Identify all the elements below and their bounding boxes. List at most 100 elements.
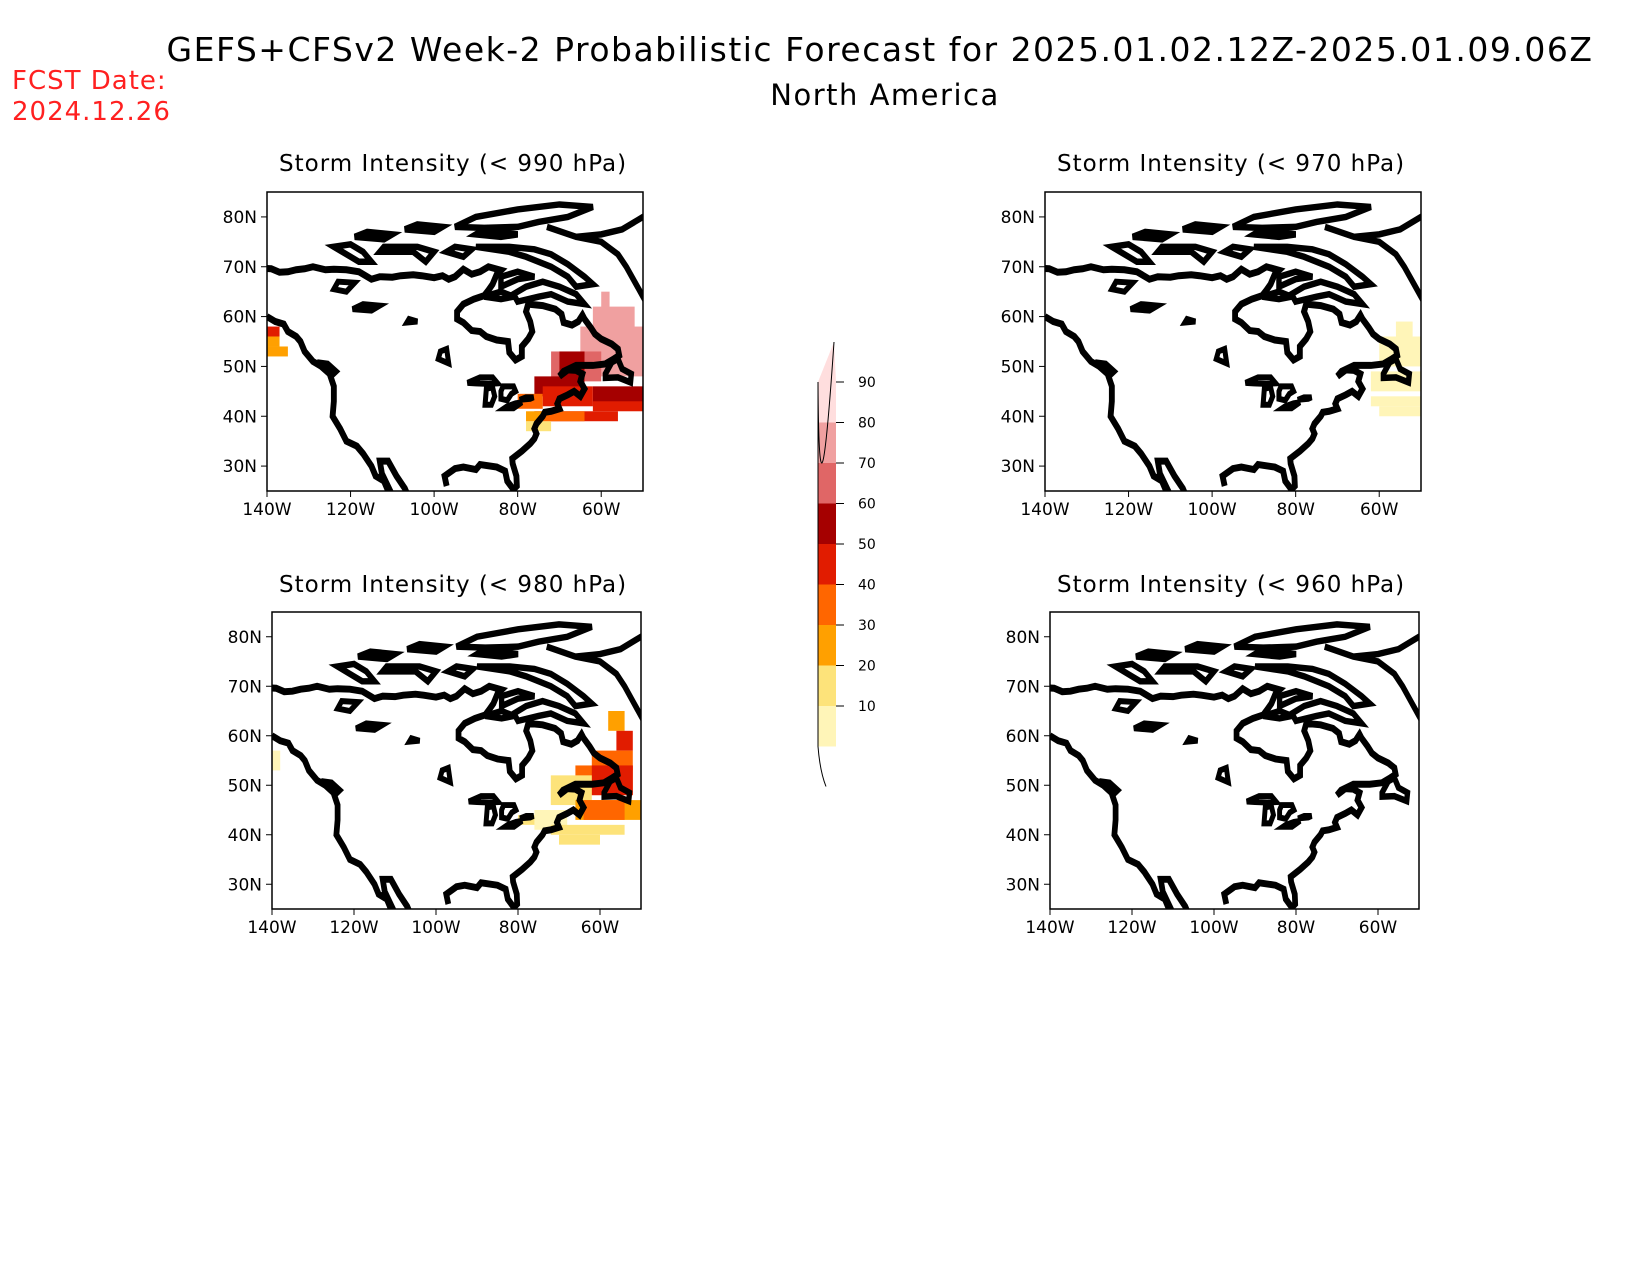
map-panel-p960: 80N 70N 60N 50N 40N 30N 140W 120W 100W 80W 60W <box>1006 611 1542 953</box>
colorbar-bottom-tip <box>817 746 827 787</box>
colorbar-segment <box>818 544 836 585</box>
colorbar-label: 30 <box>858 618 876 634</box>
lat-tick-label: 60N <box>228 727 262 747</box>
lon-tick-label: 60W <box>1360 500 1399 520</box>
prob-cell <box>601 291 610 312</box>
lon-tick-label: 120W <box>1107 918 1156 938</box>
lon-tick-label: 120W <box>329 918 378 938</box>
lat-tick-label: 80N <box>223 208 257 228</box>
lat-tick-label: 70N <box>1006 677 1040 697</box>
lon-tick-label: 80W <box>1276 500 1315 520</box>
prob-cell <box>1379 406 1421 417</box>
map-panel-p980: 80N 70N 60N 50N 40N 30N 140W 120W 100W 80W 60W <box>228 611 764 953</box>
lat-tick-label: 50N <box>228 776 262 796</box>
lon-tick-label: 140W <box>242 500 291 520</box>
prob-cell <box>526 411 543 422</box>
prob-cell <box>272 750 281 771</box>
colorbar-segment <box>818 463 836 504</box>
lon-tick-label: 60W <box>1359 918 1398 938</box>
fcst-date-label: FCST Date: <box>12 66 167 96</box>
lat-tick-label: 70N <box>1001 258 1035 278</box>
lon-tick-label: 140W <box>247 918 296 938</box>
figure-title: GEFS+CFSv2 Week-2 Probabilistic Forecast… <box>166 30 1594 69</box>
prob-cell <box>267 326 280 337</box>
colorbar-label: 90 <box>858 375 876 391</box>
lat-tick-label: 40N <box>228 826 262 846</box>
prob-cell <box>559 834 600 845</box>
prob-cell <box>542 411 585 422</box>
colorbar-label: 60 <box>858 497 876 513</box>
panel-title-980: Storm Intensity (< 980 hPa) <box>279 572 628 598</box>
lon-tick-label: 120W <box>326 500 375 520</box>
colorbar-label: 40 <box>858 578 876 594</box>
prob-cell <box>616 730 633 751</box>
colorbar-label: 20 <box>858 659 876 675</box>
prob-cell <box>583 800 625 820</box>
lat-tick-label: 40N <box>1006 826 1040 846</box>
map-frame <box>1049 611 1420 910</box>
coastlines <box>1046 620 1542 953</box>
lat-tick-label: 80N <box>1006 628 1040 648</box>
lat-tick-label: 70N <box>228 677 262 697</box>
lon-tick-label: 100W <box>1189 918 1238 938</box>
colorbar-segment <box>818 625 836 666</box>
lon-tick-label: 140W <box>1020 500 1069 520</box>
lon-tick-label: 100W <box>409 500 458 520</box>
colorbar: 90 80 70 60 50 40 30 20 10 <box>817 341 876 787</box>
lat-tick-label: 30N <box>1001 457 1035 477</box>
colorbar-segment <box>818 706 836 747</box>
lat-tick-label: 50N <box>1001 357 1035 377</box>
map-panel-p970: 80N 70N 60N 50N 40N 30N 140W 120W 100W 80W 60W <box>1001 191 1547 535</box>
lon-tick-label: 120W <box>1104 500 1153 520</box>
colorbar-segment <box>818 503 836 544</box>
colorbar-label: 80 <box>858 416 876 432</box>
colorbar-segment <box>818 665 836 706</box>
map-frame <box>266 191 644 492</box>
colorbar-label: 10 <box>858 699 876 715</box>
coastlines <box>268 620 764 953</box>
prob-cell <box>550 824 625 835</box>
map-frame <box>1044 191 1422 492</box>
prob-cell <box>592 401 643 412</box>
lat-tick-label: 50N <box>223 357 257 377</box>
lon-tick-label: 60W <box>581 918 620 938</box>
lat-tick-label: 40N <box>1001 407 1035 427</box>
lon-tick-label: 80W <box>498 500 537 520</box>
lat-tick-label: 30N <box>228 875 262 895</box>
coastlines <box>263 200 769 535</box>
fcst-date-value: 2024.12.26 <box>12 97 171 127</box>
panel-title-970: Storm Intensity (< 970 hPa) <box>1057 151 1406 177</box>
figure-subtitle: North America <box>770 78 1000 112</box>
lon-tick-label: 60W <box>582 500 621 520</box>
colorbar-label: 50 <box>858 537 876 553</box>
lon-tick-label: 80W <box>1277 918 1316 938</box>
lat-tick-label: 60N <box>1001 308 1035 328</box>
coastlines <box>1041 200 1547 535</box>
lat-tick-label: 30N <box>223 457 257 477</box>
map-frame <box>271 611 642 910</box>
prob-cell <box>608 711 625 731</box>
colorbar-segment <box>818 382 836 423</box>
lat-tick-label: 60N <box>223 308 257 328</box>
panel-title-990: Storm Intensity (< 990 hPa) <box>279 151 628 177</box>
prob-cell <box>1370 396 1421 407</box>
lon-tick-label: 140W <box>1025 918 1074 938</box>
lat-tick-label: 60N <box>1006 727 1040 747</box>
lon-tick-label: 80W <box>499 918 538 938</box>
lat-tick-label: 80N <box>1001 208 1035 228</box>
prob-cell <box>267 336 280 347</box>
lat-tick-label: 70N <box>223 258 257 278</box>
panel-title-960: Storm Intensity (< 960 hPa) <box>1057 572 1406 598</box>
lat-tick-label: 50N <box>1006 776 1040 796</box>
prob-cell <box>267 346 288 357</box>
lon-tick-label: 100W <box>411 918 460 938</box>
lat-tick-label: 80N <box>228 628 262 648</box>
lat-tick-label: 40N <box>223 407 257 427</box>
colorbar-segment <box>818 584 836 625</box>
map-panel-p990: 80N 70N 60N 50N 40N 30N 140W 120W 100W 80W 60W <box>223 191 769 535</box>
lon-tick-label: 100W <box>1187 500 1236 520</box>
lat-tick-label: 30N <box>1006 875 1040 895</box>
colorbar-label: 70 <box>858 456 876 472</box>
colorbar-segment <box>818 422 836 463</box>
